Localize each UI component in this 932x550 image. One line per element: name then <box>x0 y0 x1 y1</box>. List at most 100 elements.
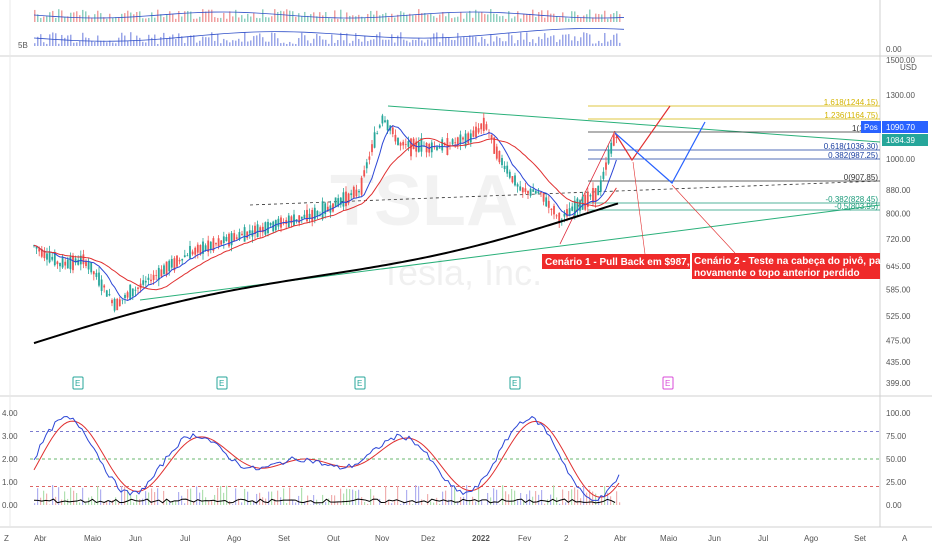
oscillator-histogram-bar <box>517 499 519 505</box>
fib-level-label: 0.618(1036.30) <box>824 142 879 151</box>
candle-body <box>394 134 397 142</box>
volume-bar <box>526 32 528 46</box>
candle-body <box>363 170 366 177</box>
earnings-marker <box>216 376 228 390</box>
oscillator-histogram-bar <box>601 497 603 505</box>
top-volume-bar <box>433 16 435 22</box>
top-volume-bar <box>418 9 420 22</box>
top-volume-bar <box>523 14 525 22</box>
oscillator-histogram-bar <box>208 501 210 505</box>
volume-bar <box>202 36 204 46</box>
top-volume-bar <box>568 18 570 22</box>
oscillator-histogram-bar <box>217 487 219 505</box>
candle-body <box>77 259 80 265</box>
oscillator-left-tick: 1.00 <box>2 478 18 487</box>
top-volume-bar <box>457 16 459 22</box>
top-volume-bar <box>322 15 324 22</box>
candle-body <box>454 142 457 144</box>
top-volume-bar <box>160 14 162 22</box>
top-volume-bar <box>454 17 456 22</box>
top-volume-bar <box>484 14 486 22</box>
oscillator-histogram-bar <box>352 489 354 505</box>
candle-body <box>90 262 93 273</box>
volume-bar <box>265 41 267 46</box>
volume-bar <box>274 33 276 46</box>
oscillator-histogram-bar <box>595 493 597 505</box>
candle-body <box>69 256 72 270</box>
candle-body <box>532 189 535 192</box>
top-volume-bar <box>97 10 99 22</box>
candle-body <box>464 133 467 147</box>
price-tick-label: 880.00 <box>886 186 911 195</box>
oscillator-right-tick: 25.00 <box>886 478 907 487</box>
candle-body <box>451 139 454 145</box>
volume-bar <box>583 32 585 46</box>
auto-scale-icon[interactable]: A <box>902 534 908 543</box>
oscillator-histogram-bar <box>232 504 234 505</box>
volume-bar <box>205 37 207 46</box>
candle-body <box>142 280 145 285</box>
oscillator-base-line <box>33 498 616 504</box>
top-volume-bar <box>391 13 393 22</box>
oscillator-histogram-bar <box>220 486 222 505</box>
oscillator-histogram-bar <box>295 502 297 505</box>
oscillator-histogram-bar <box>319 503 321 505</box>
candle-body <box>430 142 433 153</box>
candle-body <box>53 252 56 266</box>
oscillator-histogram-bar <box>361 496 363 505</box>
candle-body <box>519 186 522 191</box>
oscillator-histogram-bar <box>535 491 537 505</box>
candle-body <box>59 262 61 267</box>
top-volume-bar <box>460 11 462 22</box>
volume-bar <box>376 34 378 46</box>
oscillator-histogram-bar <box>586 492 588 505</box>
candle-body <box>337 198 340 207</box>
candle-body <box>111 300 113 304</box>
candle-body <box>46 253 48 260</box>
candle-body <box>277 218 280 227</box>
top-volume-bar <box>340 9 342 22</box>
volume-bar <box>409 42 411 46</box>
top-volume-bar <box>451 18 453 22</box>
candle-body <box>92 271 95 275</box>
time-tick-label: Jul <box>758 534 768 543</box>
volume-bar <box>556 42 558 46</box>
candle-body <box>503 165 506 170</box>
top-volume-bar <box>550 13 552 22</box>
oscillator-histogram-bar <box>307 495 309 505</box>
top-volume-bar <box>112 17 114 22</box>
volume-bar <box>271 32 273 46</box>
candle-body <box>495 146 498 159</box>
candle-body <box>324 203 327 215</box>
volume-bar <box>550 36 552 46</box>
timezone-icon[interactable]: Z <box>4 534 9 543</box>
volume-bar <box>178 33 180 46</box>
volume-bar <box>340 32 342 46</box>
candle-body <box>399 142 402 146</box>
oscillator-histogram-bar <box>64 491 66 505</box>
volume-bar <box>475 36 477 46</box>
oscillator-histogram-bar <box>355 490 357 505</box>
oscillator-right-tick: 75.00 <box>886 432 907 441</box>
watermark-ticker: TSLA <box>330 161 518 241</box>
watermark-name: Tesla, Inc. <box>380 252 542 293</box>
volume-bar <box>367 41 369 46</box>
top-volume-bar <box>187 10 189 22</box>
secondary-price-value: 1084.39 <box>886 136 915 145</box>
volume-bar <box>403 39 405 46</box>
volume-bar <box>349 43 351 46</box>
earnings-marker-label: E <box>665 379 670 388</box>
candle-body <box>199 244 202 255</box>
top-volume-bar <box>583 15 585 22</box>
oscillator-histogram-bar <box>574 487 576 505</box>
top-volume-bar <box>346 12 348 22</box>
candle-body <box>381 115 384 124</box>
candle-body <box>316 210 319 217</box>
candle-body <box>352 186 355 198</box>
top-volume-bar <box>268 17 270 22</box>
ma-fast-line <box>33 125 617 302</box>
fib-level-label: 1.618(1244.15) <box>824 98 879 107</box>
oscillator-histogram-bar <box>439 503 441 505</box>
